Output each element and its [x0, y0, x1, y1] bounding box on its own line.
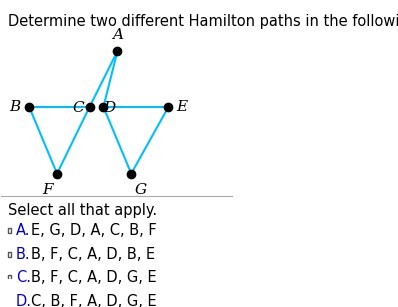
Text: C: C [72, 101, 84, 115]
Text: C.: C. [16, 270, 31, 285]
Text: Select all that apply.: Select all that apply. [8, 203, 158, 218]
Text: F: F [43, 183, 53, 197]
Text: E: E [177, 100, 188, 114]
Text: B, F, C, A, D, B, E: B, F, C, A, D, B, E [31, 247, 156, 262]
Text: E, G, D, A, C, B, F: E, G, D, A, C, B, F [31, 223, 157, 238]
Text: B.: B. [16, 247, 30, 262]
Text: C, B, F, A, D, G, E: C, B, F, A, D, G, E [31, 294, 157, 307]
Text: B, F, C, A, D, G, E: B, F, C, A, D, G, E [31, 270, 157, 285]
Text: G: G [135, 183, 146, 197]
Text: A: A [112, 28, 123, 42]
Text: D.: D. [16, 294, 32, 307]
FancyBboxPatch shape [8, 228, 12, 233]
Text: D: D [103, 101, 115, 115]
Text: B: B [10, 100, 21, 114]
Text: A.: A. [16, 223, 30, 238]
FancyBboxPatch shape [8, 252, 12, 257]
Text: Determine two different Hamilton paths in the following graph.: Determine two different Hamilton paths i… [8, 14, 398, 29]
FancyBboxPatch shape [8, 275, 12, 280]
FancyBboxPatch shape [8, 299, 12, 304]
